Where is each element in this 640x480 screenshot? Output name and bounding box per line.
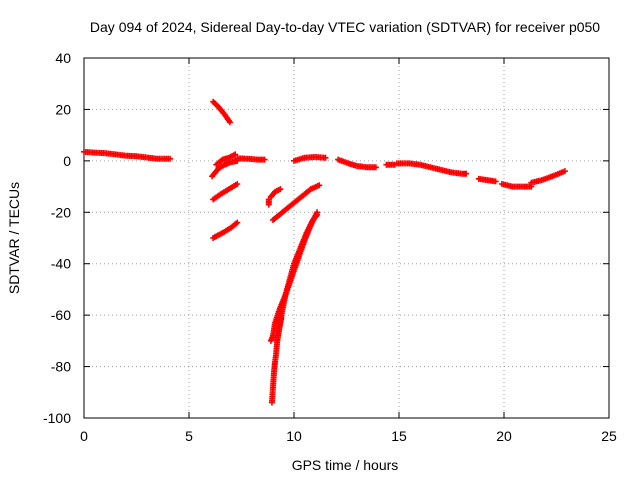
- chart-title: Day 094 of 2024, Sidereal Day-to-day VTE…: [90, 19, 600, 35]
- data-point: [322, 154, 329, 161]
- tick-labels: 0 5 10 15 20 25 -100 -80 -60 -40 -20 0 20 40: [43, 50, 617, 444]
- data-point: [277, 186, 284, 193]
- data-point: [561, 168, 568, 175]
- x-tick-label: 25: [601, 428, 617, 444]
- data-point: [234, 219, 241, 226]
- y-tick-label: -80: [51, 359, 71, 375]
- x-tick-label: 15: [391, 428, 407, 444]
- y-tick-label: -20: [51, 204, 71, 220]
- data-point: [316, 182, 323, 189]
- plot-frame: [83, 57, 610, 419]
- y-axis-label: SDTVAR / TECUs: [6, 182, 22, 294]
- data-point: [232, 151, 239, 158]
- data-point: [234, 181, 241, 187]
- data-point: [167, 155, 174, 162]
- y-tick-label: 20: [55, 101, 71, 117]
- grid-lines: [84, 58, 609, 418]
- y-tick-label: -60: [51, 307, 71, 323]
- data-point: [492, 178, 499, 185]
- data-point: [226, 119, 233, 126]
- data-points: [81, 98, 568, 406]
- y-tick-label: -40: [51, 256, 71, 272]
- y-tick-label: 40: [55, 50, 71, 66]
- x-tick-label: 20: [496, 428, 512, 444]
- y-tick-label: -100: [43, 410, 71, 426]
- y-tick-label: 0: [63, 153, 71, 169]
- x-tick-label: 0: [80, 428, 88, 444]
- data-point: [265, 201, 272, 208]
- data-point: [372, 164, 379, 171]
- x-tick-label: 10: [286, 428, 302, 444]
- data-point: [314, 211, 321, 218]
- x-axis-label: GPS time / hours: [292, 457, 399, 473]
- x-tick-label: 5: [185, 428, 193, 444]
- data-point: [261, 156, 268, 163]
- axes: [83, 57, 610, 419]
- data-point: [463, 170, 470, 177]
